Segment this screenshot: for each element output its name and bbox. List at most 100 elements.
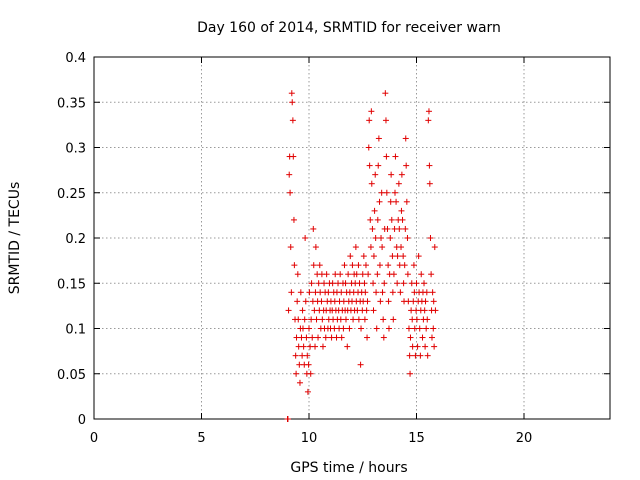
- data-point: [415, 253, 422, 260]
- data-point: [288, 289, 295, 296]
- data-point: [427, 235, 434, 241]
- data-point: [315, 280, 322, 287]
- axis-ticks: 0 5 10 15 20 0 0.05 0.1 0.15 0.2 0.25 0.3 0.35 0.4: [57, 51, 610, 446]
- data-point: [310, 262, 317, 269]
- data-point: [413, 280, 420, 287]
- data-point: [306, 289, 313, 296]
- data-point: [305, 361, 312, 368]
- grid-lines: [94, 57, 610, 419]
- data-point: [395, 180, 402, 187]
- data-point: [400, 253, 407, 260]
- data-point: [396, 225, 403, 232]
- data-point: [388, 171, 395, 178]
- data-point: [315, 334, 322, 341]
- data-point: [373, 325, 380, 332]
- data-point: [303, 334, 310, 341]
- data-point: [345, 271, 352, 278]
- data-point: [389, 253, 396, 260]
- data-point: [425, 117, 432, 124]
- data-point: [421, 280, 428, 287]
- data-point: [296, 379, 303, 386]
- data-point: [394, 280, 401, 287]
- data-point: [366, 117, 373, 124]
- data-point: [285, 307, 292, 314]
- data-point: [304, 388, 311, 395]
- data-point: [431, 343, 438, 350]
- data-point: [299, 325, 306, 332]
- y-tick-label: 0.4: [65, 51, 86, 66]
- data-point: [432, 307, 439, 314]
- data-point: [380, 334, 387, 341]
- data-point: [355, 316, 362, 323]
- data-point: [422, 298, 429, 305]
- data-point: [347, 253, 354, 260]
- data-point: [364, 334, 371, 341]
- data-point: [338, 334, 345, 341]
- data-point: [376, 262, 383, 269]
- data-point: [297, 289, 304, 296]
- data-point: [361, 280, 368, 287]
- data-points: [284, 90, 439, 422]
- data-point: [398, 207, 405, 214]
- data-point: [424, 316, 431, 323]
- data-point: [397, 289, 404, 296]
- y-axis-label: SRMTID / TECUs: [7, 182, 23, 295]
- data-point: [368, 180, 375, 187]
- data-point: [422, 343, 429, 350]
- data-point: [371, 207, 378, 214]
- data-point: [289, 99, 296, 106]
- data-point: [429, 289, 436, 296]
- data-point: [312, 343, 319, 350]
- data-point: [368, 108, 375, 115]
- data-point: [426, 162, 433, 169]
- data-point: [291, 262, 298, 269]
- data-point: [410, 262, 417, 269]
- data-point: [402, 225, 409, 232]
- y-tick-label: 0.25: [57, 187, 86, 202]
- data-point: [370, 307, 377, 314]
- data-point: [318, 298, 325, 305]
- data-point: [370, 253, 377, 260]
- data-point: [414, 343, 421, 350]
- data-point: [426, 180, 433, 187]
- data-point: [419, 334, 426, 341]
- data-point: [370, 280, 377, 287]
- data-point: [319, 316, 326, 323]
- data-point: [284, 416, 291, 422]
- data-point: [372, 171, 379, 178]
- data-point: [382, 117, 389, 124]
- data-point: [374, 216, 381, 223]
- data-point: [367, 216, 374, 223]
- data-point: [430, 298, 437, 305]
- data-point: [394, 253, 401, 260]
- data-point: [377, 298, 384, 305]
- data-point: [387, 198, 394, 205]
- data-point: [340, 325, 347, 332]
- x-axis-label: GPS time / hours: [290, 460, 407, 476]
- data-point: [383, 153, 390, 160]
- data-point: [404, 271, 411, 278]
- data-point: [344, 343, 351, 350]
- data-point: [406, 352, 413, 359]
- data-point: [299, 307, 306, 314]
- data-point: [290, 216, 297, 223]
- data-point: [308, 280, 315, 287]
- x-tick-label: 5: [197, 431, 205, 446]
- chart-title: Day 160 of 2014, SRMTID for receiver war…: [197, 20, 501, 36]
- data-point: [286, 171, 293, 178]
- data-point: [290, 153, 297, 160]
- data-point: [362, 289, 369, 296]
- data-point: [375, 135, 382, 142]
- data-point: [416, 325, 423, 332]
- data-point: [399, 216, 406, 223]
- data-point: [413, 316, 420, 323]
- data-point: [287, 189, 294, 196]
- data-point: [294, 271, 301, 278]
- data-point: [295, 316, 302, 323]
- y-tick-label: 0.05: [57, 368, 86, 383]
- data-point: [375, 162, 382, 169]
- data-point: [308, 316, 315, 323]
- data-point: [302, 235, 309, 241]
- data-point: [423, 325, 430, 332]
